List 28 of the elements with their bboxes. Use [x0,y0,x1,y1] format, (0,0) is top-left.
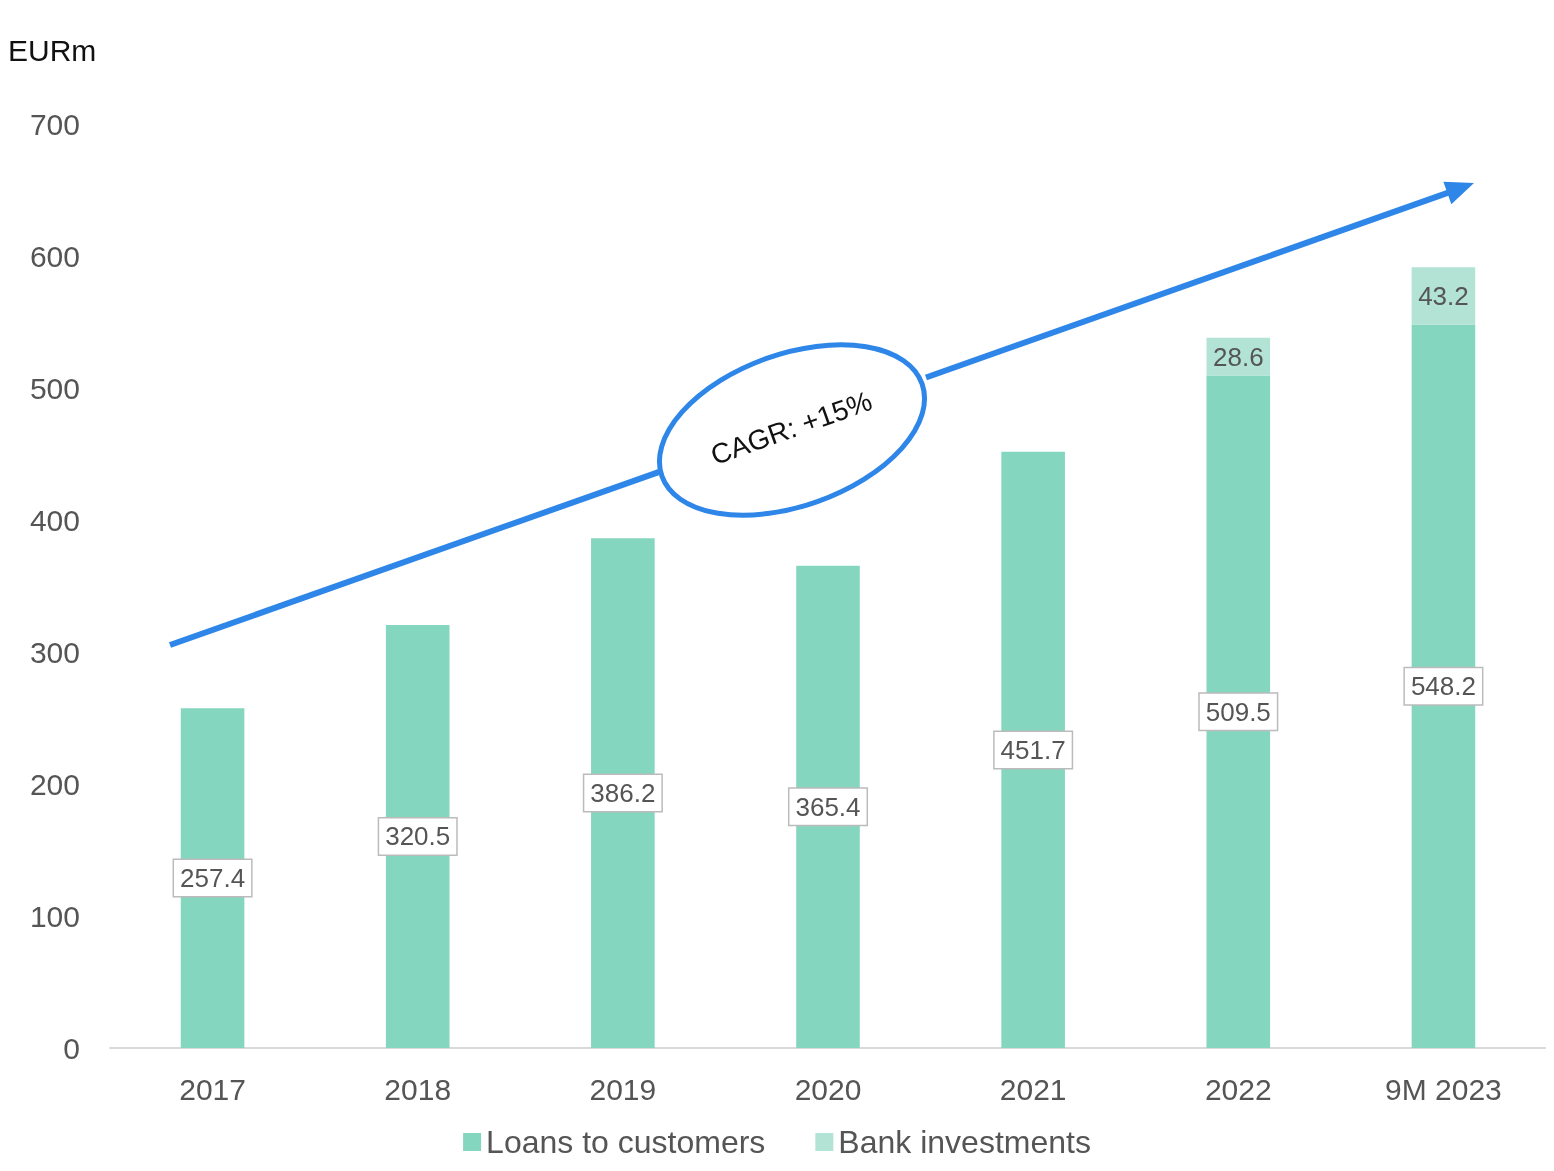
annotation: CAGR: +15% [706,385,877,471]
x-tick-label: 2017 [179,1072,246,1106]
data-label: 257.4 [180,863,246,894]
y-tick-label: 500 [29,371,80,405]
data-label: 386.2 [590,778,656,809]
y-tick-label: 0 [63,1031,80,1065]
y-tick-label: 400 [29,503,80,537]
x-tick-label: 2022 [1204,1072,1272,1106]
data-label: 509.5 [1205,696,1271,727]
x-tick-label: 9M 2023 [1385,1072,1502,1106]
x-tick-label: 2021 [999,1072,1067,1106]
y-tick-label: 300 [29,635,80,669]
y-tick-label: 600 [29,239,80,273]
data-label: 548.2 [1410,671,1476,702]
legend-label: Loans to customers [486,1124,766,1160]
data-label: 451.7 [1000,734,1066,765]
legend-label: Bank investments [838,1124,1091,1160]
y-tick-label: 700 [29,107,80,141]
data-label: 43.2 [1418,280,1469,311]
data-label: 28.6 [1212,341,1264,372]
data-label: 320.5 [385,821,451,852]
y-tick-label: 200 [29,767,80,801]
data-label: 365.4 [795,791,861,822]
y-tick-label: 100 [29,899,80,933]
x-tick-label: 2019 [589,1072,657,1106]
y-axis-title: EURm [8,33,97,67]
x-tick-label: 2018 [384,1072,452,1106]
x-tick-label: 2020 [794,1072,862,1106]
